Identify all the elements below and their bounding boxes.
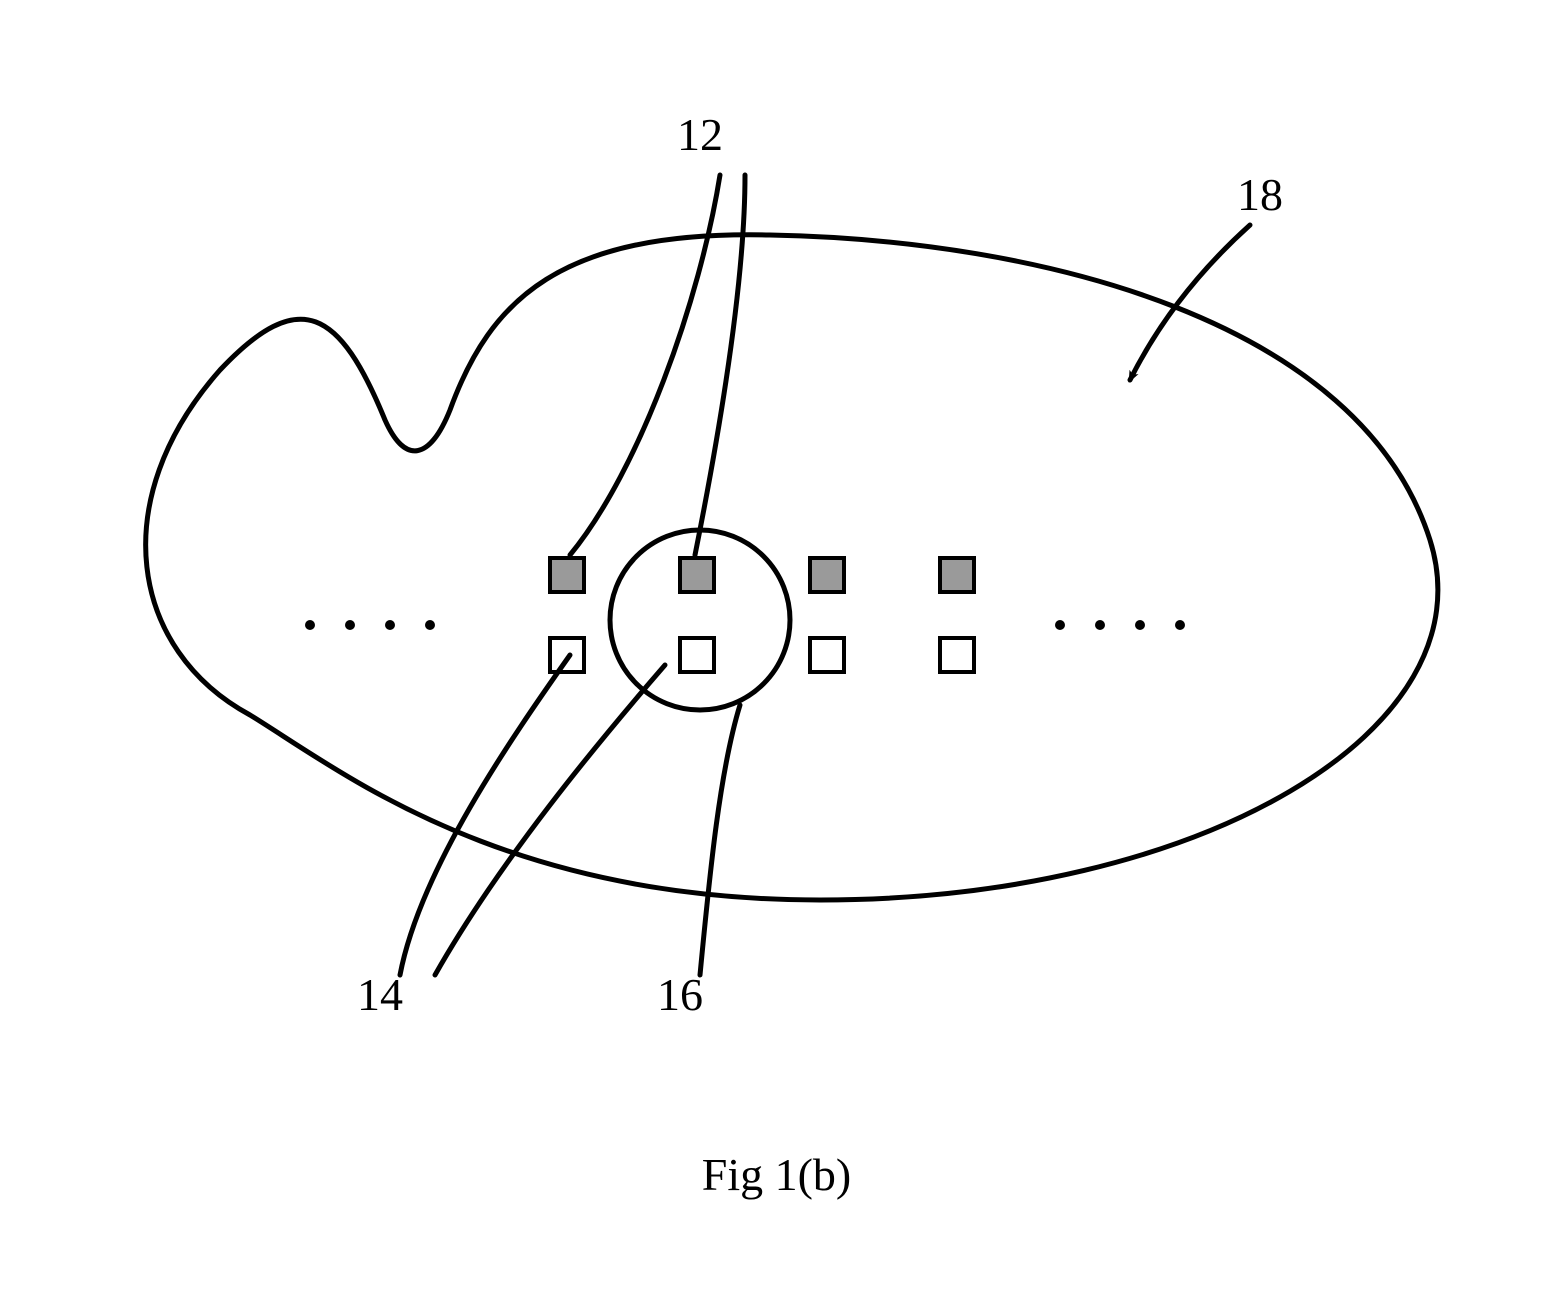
element-top-square: [550, 558, 584, 592]
background: [0, 0, 1553, 1315]
element-top-square: [810, 558, 844, 592]
element-bottom-square: [810, 638, 844, 672]
continuation-dot-left: [345, 620, 355, 630]
continuation-dot-left: [425, 620, 435, 630]
reference-label-14: 14: [357, 969, 403, 1020]
continuation-dot-right: [1095, 620, 1105, 630]
continuation-dot-right: [1175, 620, 1185, 630]
reference-label-12: 12: [677, 109, 723, 160]
element-top-square: [940, 558, 974, 592]
figure-diagram: 12 18 14 16 Fig 1(b): [0, 0, 1553, 1315]
element-bottom-square: [680, 638, 714, 672]
reference-label-18: 18: [1237, 169, 1283, 220]
figure-caption: Fig 1(b): [702, 1149, 852, 1200]
continuation-dot-right: [1055, 620, 1065, 630]
reference-label-16: 16: [657, 969, 703, 1020]
element-top-square: [680, 558, 714, 592]
continuation-dot-left: [305, 620, 315, 630]
element-bottom-square: [940, 638, 974, 672]
continuation-dot-left: [385, 620, 395, 630]
continuation-dot-right: [1135, 620, 1145, 630]
